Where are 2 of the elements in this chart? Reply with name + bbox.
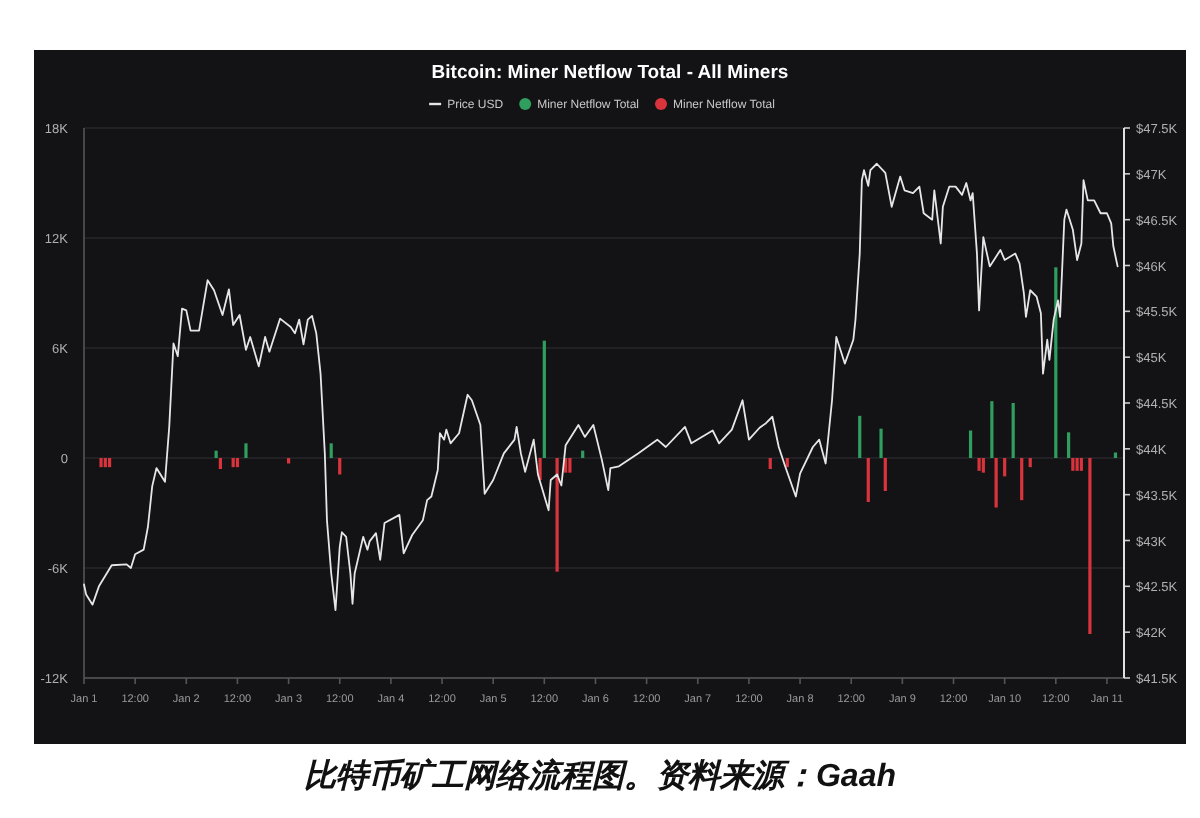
- chart-title: Bitcoin: Miner Netflow Total - All Miners: [431, 62, 789, 84]
- text: 比特币矿工网络流程图。资料来源：Gaah: [303, 756, 897, 794]
